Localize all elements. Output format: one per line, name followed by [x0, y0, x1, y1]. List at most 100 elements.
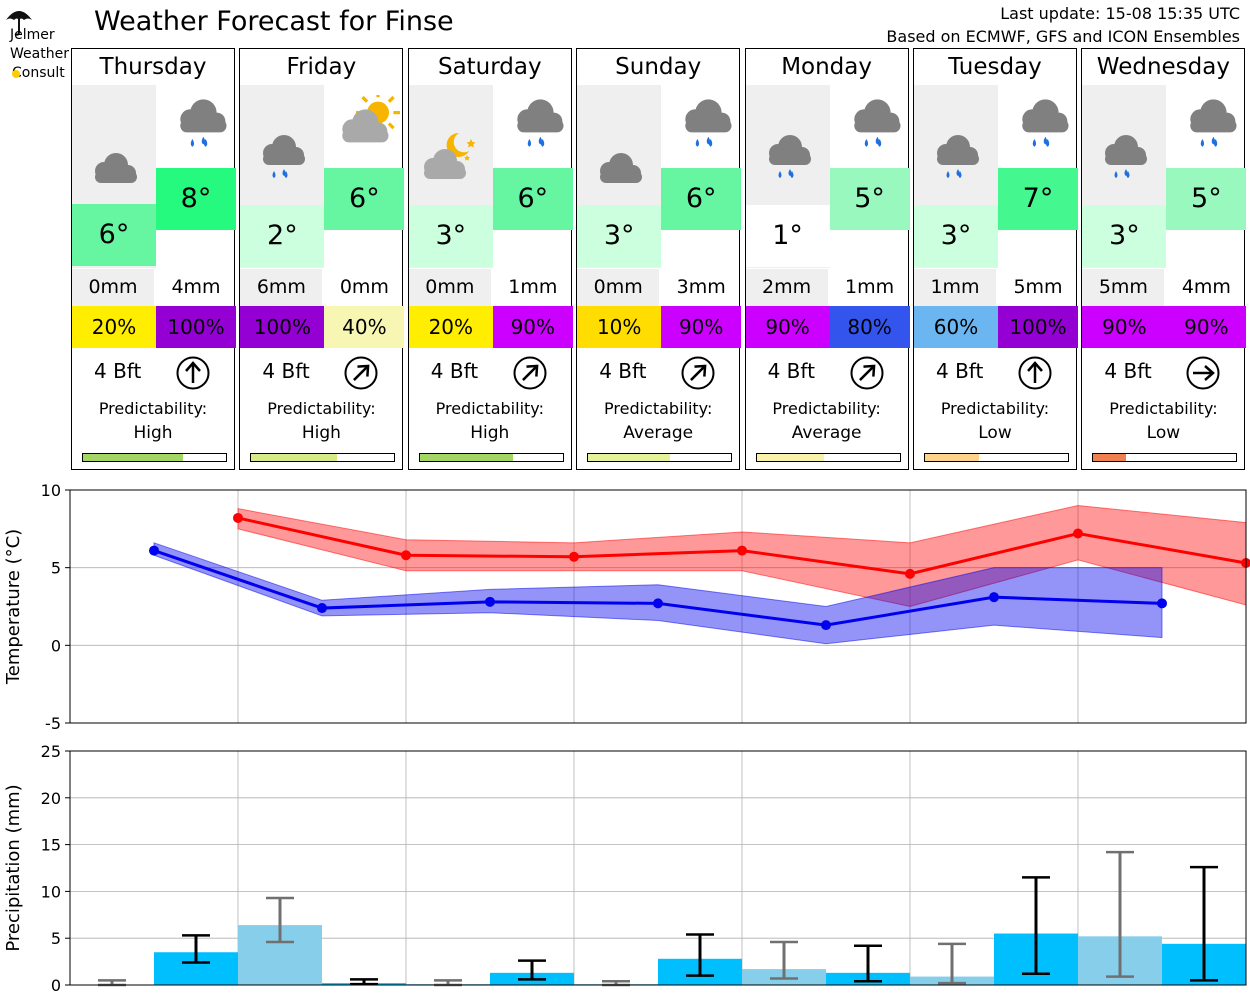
- day-name: Sunday: [615, 54, 702, 80]
- rain-cloud-icon: [840, 95, 908, 159]
- rain-cloud-icon: [671, 95, 739, 159]
- wind-speed: 4 Bft: [767, 359, 815, 383]
- night-temperature: 3°: [914, 205, 998, 267]
- temp-ylabel: Temperature (°C): [3, 529, 24, 685]
- day-name: Saturday: [437, 54, 542, 80]
- predictability-value: Average: [623, 423, 694, 443]
- rain-cloud-icon: [166, 95, 234, 159]
- predictability-value: High: [301, 423, 341, 443]
- predictability-fill: [925, 454, 980, 461]
- day-precipitation: 4mm: [171, 276, 221, 298]
- predictability-value: High: [133, 423, 173, 443]
- night-precip-probability: 90%: [745, 306, 830, 348]
- temp-point: [401, 550, 411, 561]
- day-precip-probability: 100%: [998, 306, 1078, 348]
- temp-tick-label: -5: [45, 714, 61, 730]
- precip-tick-label: 0: [51, 976, 61, 995]
- predictability-fill: [83, 454, 184, 461]
- predictability-bar: [82, 453, 227, 462]
- predictability-bar: [924, 453, 1069, 462]
- arrow-northeast-icon: [681, 356, 715, 390]
- precip-tick-label: 5: [51, 929, 61, 948]
- precip-ylabel: Precipitation (mm): [3, 784, 24, 951]
- rain-cloud-icon: [503, 95, 571, 159]
- predictability-label: Predictability:: [604, 399, 713, 418]
- cloud-icon: [587, 139, 651, 197]
- night-precipitation: 0mm: [408, 269, 491, 306]
- day-temperature: 6°: [661, 168, 742, 230]
- predictability-bar: [250, 453, 396, 462]
- predictability-label: Predictability:: [772, 399, 881, 418]
- night-precipitation: 6mm: [240, 269, 323, 306]
- day-name: Tuesday: [948, 54, 1042, 80]
- page-title: Weather Forecast for Finse: [94, 6, 454, 37]
- logo-line-3: Consult: [12, 65, 65, 81]
- temperature-chart: -5 0 5 10 Temperature (°C): [3, 481, 1250, 730]
- day-column-wednesday: Wednesday 3° 5° 5mm 4mm 90% 90% 4 Bft: [1081, 48, 1247, 470]
- predictability-fill: [588, 454, 670, 461]
- day-name: Wednesday: [1096, 54, 1230, 80]
- wind-speed: 4 Bft: [1104, 359, 1152, 383]
- day-precip-probability: 100%: [156, 306, 236, 348]
- day-precip-probability: 90%: [1166, 306, 1247, 348]
- night-temperature: 3°: [408, 205, 493, 267]
- day-temperature: 5°: [829, 168, 910, 230]
- temp-point: [149, 545, 159, 556]
- temp-point: [569, 551, 579, 562]
- wind-speed: 4 Bft: [262, 359, 310, 383]
- day-precipitation: 1mm: [508, 276, 558, 298]
- precip-tick-label: 15: [41, 836, 61, 855]
- rain-cloud-icon: [1176, 95, 1244, 159]
- day-name: Monday: [781, 54, 872, 80]
- partly-sunny-icon: [334, 90, 402, 159]
- arrow-north-icon: [1018, 356, 1052, 390]
- rain-cloud-icon: [924, 131, 988, 189]
- predictability-bar: [418, 453, 564, 462]
- data-source: Based on ECMWF, GFS and ICON Ensembles: [886, 27, 1240, 46]
- predictability-fill: [756, 454, 824, 461]
- temp-tick-label: 10: [41, 481, 61, 500]
- rain-cloud-icon: [756, 131, 820, 189]
- night-temperature: 1°: [745, 205, 830, 267]
- predictability-fill: [419, 454, 513, 461]
- day-column-friday: Friday 2° 6° 6mm 0mm 100% 40% 4 Bft: [239, 48, 405, 470]
- day-precipitation: 4mm: [1181, 276, 1231, 298]
- night-precipitation: 1mm: [914, 269, 996, 306]
- rain-cloud-icon: [250, 131, 314, 189]
- temp-tick-label: 5: [51, 559, 61, 578]
- header-meta: Last update: 15-08 15:35 UTC Based on EC…: [886, 2, 1240, 48]
- predictability-fill: [251, 454, 338, 461]
- night-temperature: 6°: [72, 204, 156, 266]
- day-name: Friday: [286, 54, 357, 80]
- day-precip-probability: 90%: [661, 306, 742, 348]
- day-precip-probability: 40%: [324, 306, 405, 348]
- night-precip-probability: 10%: [577, 306, 662, 348]
- predictability-label: Predictability:: [267, 399, 376, 418]
- day-column-tuesday: Tuesday 3° 7° 1mm 5mm 60% 100% 4 Bft: [913, 48, 1078, 470]
- night-temperature: 2°: [240, 205, 325, 267]
- night-precipitation: 5mm: [1082, 269, 1165, 306]
- precip-frame: [69, 750, 1247, 986]
- precip-tick-label: 20: [41, 789, 61, 808]
- day-precipitation: 3mm: [676, 276, 726, 298]
- arrow-east-icon: [1186, 356, 1220, 390]
- night-precipitation: 2mm: [745, 269, 828, 306]
- day-temperature: 5°: [1166, 168, 1247, 230]
- wind-speed: 4 Bft: [94, 359, 142, 383]
- day-precip-probability: 90%: [492, 306, 573, 348]
- arrow-north-icon: [176, 356, 210, 390]
- precip-tick-label: 10: [41, 882, 61, 901]
- temp-point: [485, 596, 495, 607]
- temp-point: [317, 603, 327, 614]
- arrow-northeast-icon: [344, 356, 378, 390]
- wind-speed: 4 Bft: [936, 359, 984, 383]
- temp-point: [653, 598, 663, 609]
- logo-line-2: Weather: [10, 46, 69, 62]
- arrow-northeast-icon: [850, 356, 884, 390]
- day-column-thursday: Thursday 6° 8° 0mm 4mm 20% 100% 4 Bft: [71, 48, 236, 470]
- predictability-value: High: [470, 423, 510, 443]
- temp-frame: [69, 489, 1247, 724]
- predictability-fill: [1093, 454, 1127, 461]
- predictability-value: Low: [1146, 423, 1181, 443]
